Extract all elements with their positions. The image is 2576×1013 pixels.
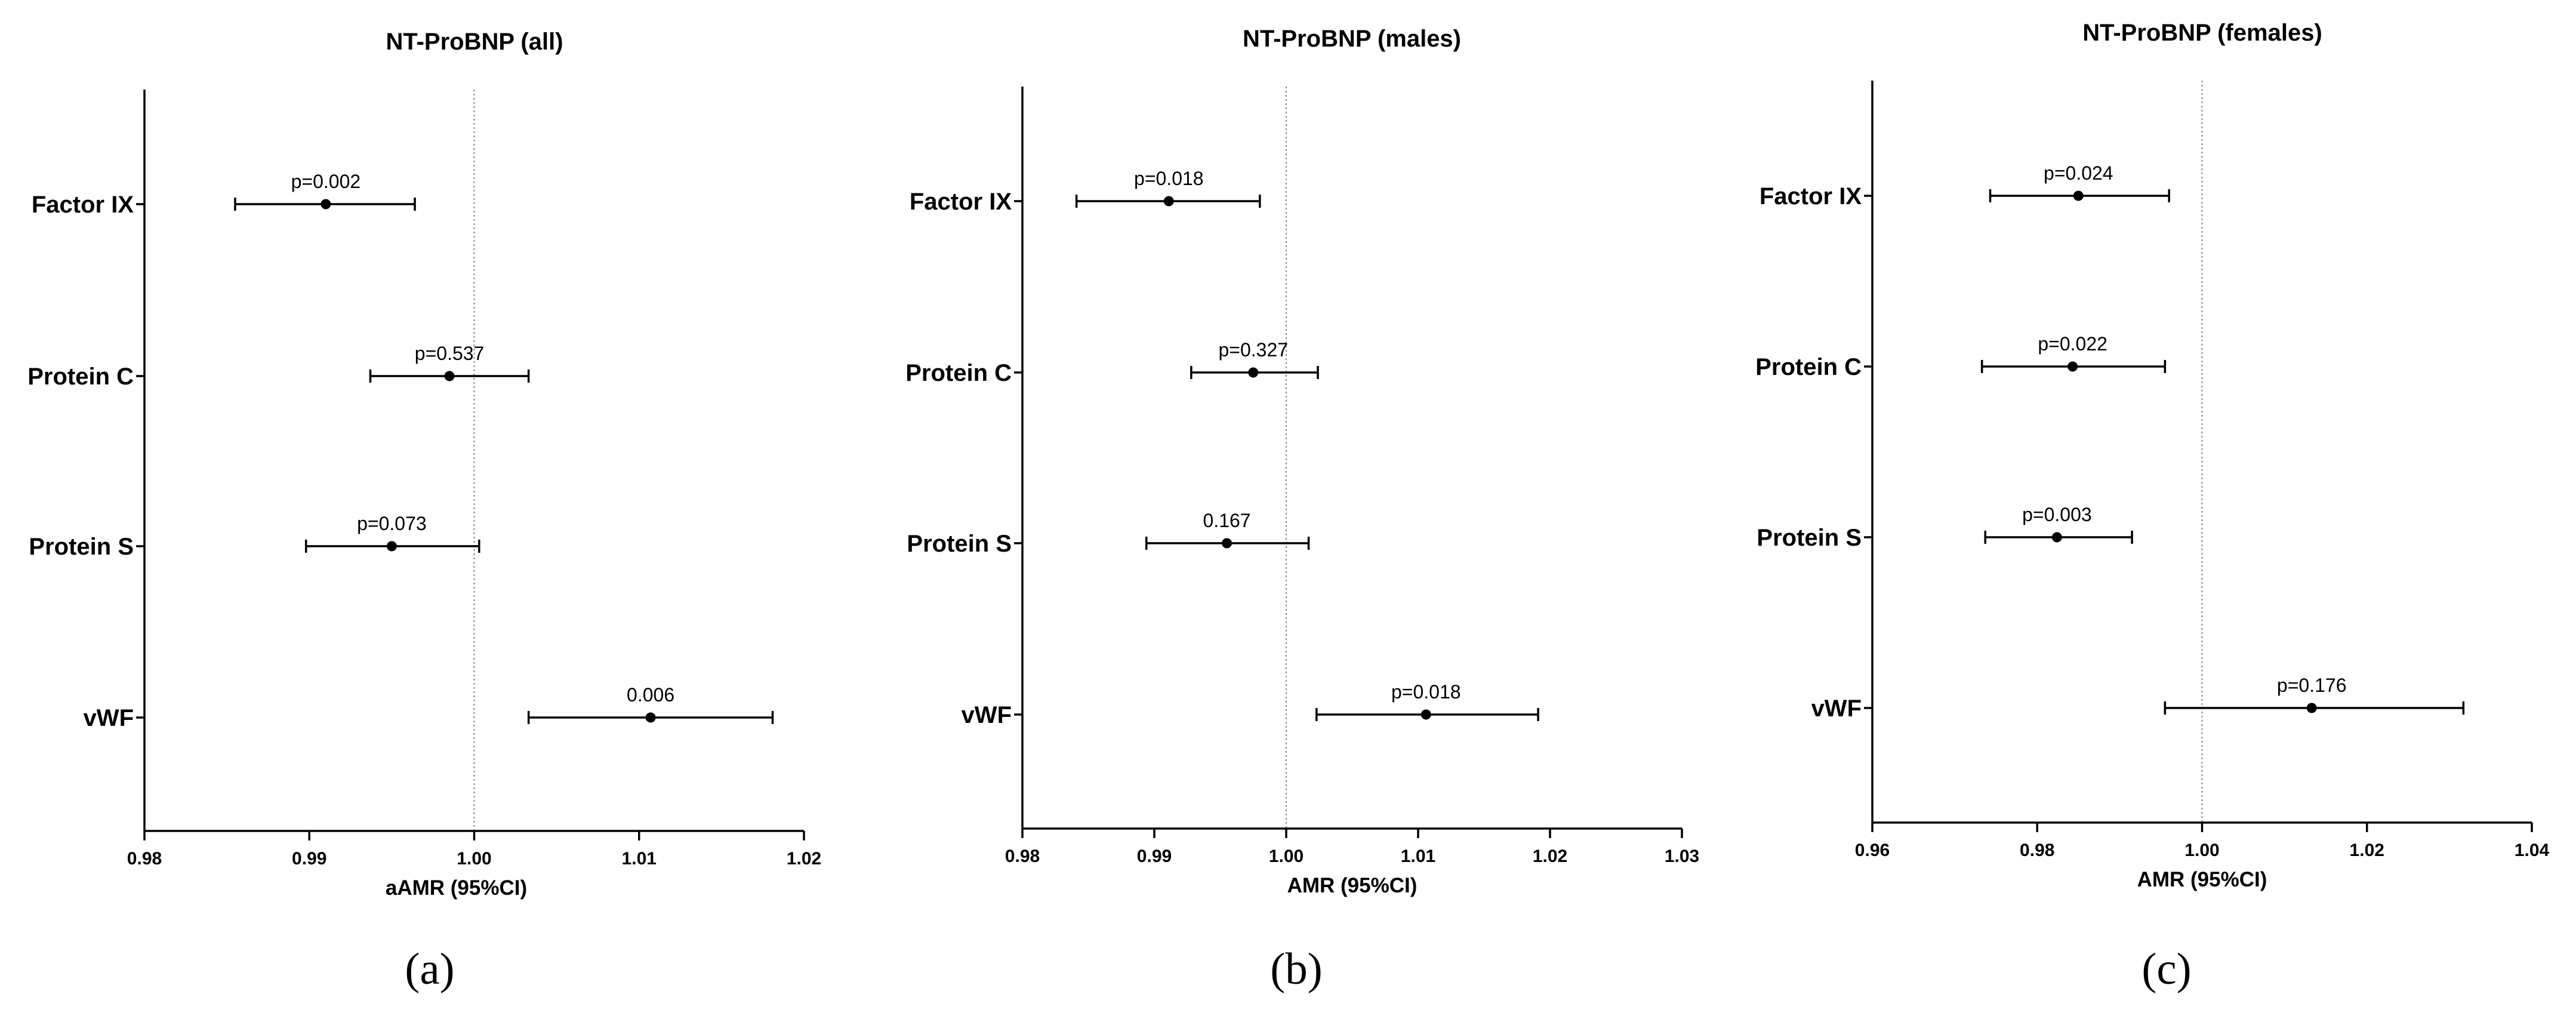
x-tick-label: 1.03 bbox=[1665, 846, 1699, 866]
x-tick-label: 1.00 bbox=[1269, 846, 1304, 866]
estimate-point bbox=[1163, 196, 1174, 207]
category-label: Factor IX bbox=[910, 189, 1012, 215]
panel-letter: (b) bbox=[1270, 944, 1322, 994]
panel-title: NT-ProBNP (all) bbox=[386, 29, 563, 55]
p-value-label: p=0.003 bbox=[2022, 504, 2092, 525]
x-axis-title: aAMR (95%CI) bbox=[386, 876, 527, 900]
panel-letter: (c) bbox=[2141, 944, 2191, 994]
estimate-point bbox=[2073, 190, 2084, 201]
estimate-point bbox=[386, 541, 397, 552]
category-label: Protein S bbox=[1757, 525, 1862, 551]
estimate-point bbox=[444, 371, 455, 381]
x-tick-label: 1.02 bbox=[1533, 846, 1567, 866]
estimate-point bbox=[2067, 361, 2078, 372]
category-label: vWF bbox=[962, 702, 1012, 728]
estimate-point bbox=[645, 712, 656, 723]
x-tick-label: 1.02 bbox=[2350, 840, 2384, 860]
p-value-label: 0.167 bbox=[1203, 510, 1251, 531]
x-tick-label: 0.98 bbox=[1005, 846, 1040, 866]
category-label: Protein C bbox=[905, 360, 1012, 386]
estimate-point bbox=[1421, 709, 1431, 720]
panel-title: NT-ProBNP (males) bbox=[1243, 26, 1461, 52]
x-tick-label: 1.02 bbox=[787, 849, 821, 869]
forest-panel-3: NT-ProBNP (females) 0.96 0.98 1.00 1.02 1.04 A… bbox=[1755, 20, 2549, 994]
p-value-label: p=0.022 bbox=[2038, 333, 2107, 355]
x-tick-label: 1.00 bbox=[2184, 840, 2219, 860]
p-value-label: p=0.327 bbox=[1218, 339, 1288, 361]
p-value-label: p=0.018 bbox=[1391, 681, 1461, 703]
category-label: vWF bbox=[84, 705, 134, 731]
x-axis-title: AMR (95%CI) bbox=[2137, 868, 2267, 891]
estimate-point bbox=[1248, 367, 1259, 378]
x-tick-label: 0.98 bbox=[127, 849, 162, 869]
category-label: Protein C bbox=[1755, 354, 1862, 380]
estimate-point bbox=[2306, 703, 2317, 713]
category-label: Protein S bbox=[29, 534, 134, 560]
estimate-point bbox=[2051, 532, 2062, 543]
estimate-point bbox=[1222, 538, 1232, 549]
category-label: Protein S bbox=[907, 531, 1012, 557]
estimate-point bbox=[321, 199, 331, 210]
category-label: Factor IX bbox=[1760, 183, 1862, 210]
category-label: Protein C bbox=[27, 364, 134, 390]
p-value-label: p=0.002 bbox=[291, 171, 361, 192]
p-value-label: p=0.024 bbox=[2044, 162, 2113, 184]
x-tick-label: 1.04 bbox=[2515, 840, 2550, 860]
x-tick-label: 0.98 bbox=[2020, 840, 2054, 860]
p-value-label: p=0.537 bbox=[415, 343, 485, 364]
forest-panel-1: NT-ProBNP (all) 0.98 0.99 1.00 1.01 1.02 aAMR … bbox=[27, 29, 821, 994]
p-value-label: p=0.176 bbox=[2277, 675, 2347, 696]
x-tick-label: 1.00 bbox=[457, 849, 491, 869]
p-value-label: p=0.018 bbox=[1134, 168, 1204, 189]
forest-panel-2: NT-ProBNP (males) 0.98 0.99 1.00 1.01 1.02 1.0… bbox=[905, 26, 1699, 994]
panel-letter: (a) bbox=[405, 944, 454, 994]
panel-title: NT-ProBNP (females) bbox=[2082, 20, 2322, 46]
x-tick-label: 0.96 bbox=[1855, 840, 1890, 860]
x-tick-label: 1.01 bbox=[1401, 846, 1435, 866]
p-value-label: 0.006 bbox=[627, 684, 674, 706]
category-label: vWF bbox=[1811, 695, 1862, 722]
category-label: Factor IX bbox=[32, 192, 134, 218]
x-axis-title: AMR (95%CI) bbox=[1287, 874, 1418, 897]
x-tick-label: 1.01 bbox=[622, 849, 657, 869]
x-tick-label: 0.99 bbox=[292, 849, 326, 869]
x-tick-label: 0.99 bbox=[1137, 846, 1172, 866]
p-value-label: p=0.073 bbox=[357, 513, 427, 534]
